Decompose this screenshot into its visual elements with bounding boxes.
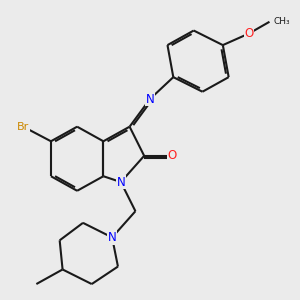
Text: O: O xyxy=(244,27,254,40)
Text: N: N xyxy=(116,176,125,189)
Text: Br: Br xyxy=(17,122,29,132)
Text: CH₃: CH₃ xyxy=(274,17,290,26)
Text: N: N xyxy=(108,231,116,244)
Text: N: N xyxy=(146,92,154,106)
Text: O: O xyxy=(167,149,176,162)
